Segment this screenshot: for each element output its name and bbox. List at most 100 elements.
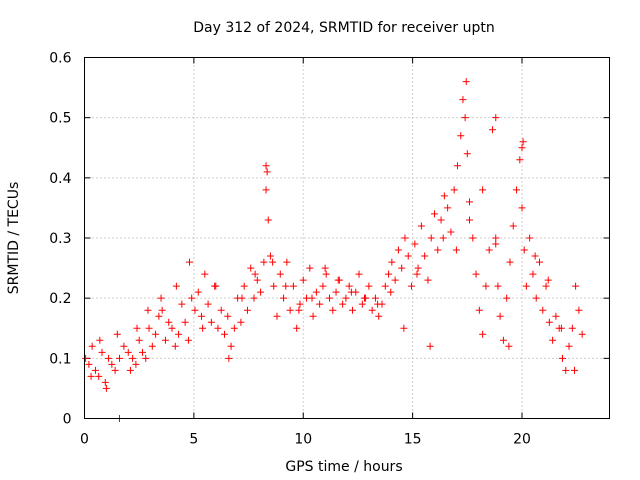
data-point bbox=[365, 282, 373, 290]
data-point bbox=[142, 354, 150, 362]
data-point bbox=[518, 204, 526, 212]
data-point bbox=[542, 282, 550, 290]
data-point bbox=[132, 360, 140, 368]
data-point bbox=[536, 258, 543, 266]
data-point bbox=[224, 312, 232, 320]
data-point bbox=[450, 186, 458, 194]
data-point bbox=[266, 252, 274, 260]
data-point bbox=[138, 348, 146, 356]
data-point bbox=[544, 276, 552, 284]
x-axis-label: GPS time / hours bbox=[285, 459, 402, 475]
x-tick-label: 5 bbox=[189, 432, 198, 448]
data-point bbox=[332, 288, 340, 296]
data-point bbox=[85, 360, 93, 368]
data-point bbox=[371, 294, 379, 302]
data-point bbox=[519, 138, 527, 146]
data-point bbox=[276, 270, 284, 278]
data-point bbox=[280, 294, 288, 302]
data-point bbox=[264, 216, 272, 224]
data-point bbox=[499, 336, 507, 344]
data-point bbox=[462, 78, 470, 86]
y-tick-label: 0.6 bbox=[49, 51, 71, 67]
data-point bbox=[124, 348, 132, 356]
data-point bbox=[322, 270, 330, 278]
data-point bbox=[571, 366, 578, 374]
x-tick-label: 15 bbox=[404, 432, 422, 448]
data-point bbox=[309, 312, 317, 320]
data-point bbox=[270, 282, 278, 290]
data-point bbox=[88, 342, 96, 350]
data-point bbox=[411, 240, 419, 248]
data-point bbox=[269, 258, 277, 266]
data-point bbox=[440, 192, 448, 200]
tick-layer: 0 5 10 15 20 0 0.1 0.2 0.3 0.4 0.5 0.6 bbox=[49, 51, 610, 448]
data-point bbox=[414, 264, 422, 272]
data-point bbox=[434, 246, 442, 254]
data-point bbox=[145, 324, 153, 332]
data-point bbox=[452, 246, 460, 254]
data-point bbox=[108, 360, 116, 368]
data-point bbox=[374, 300, 382, 308]
data-point bbox=[227, 342, 235, 350]
data-point bbox=[263, 168, 271, 176]
data-point bbox=[262, 162, 270, 170]
data-point bbox=[126, 366, 134, 374]
data-point bbox=[552, 312, 560, 320]
data-point bbox=[168, 324, 176, 332]
y-tick-label: 0 bbox=[63, 412, 72, 428]
data-point bbox=[316, 300, 324, 308]
data-point bbox=[319, 282, 327, 290]
data-point bbox=[417, 222, 425, 230]
data-point bbox=[178, 300, 186, 308]
data-point bbox=[401, 234, 409, 242]
data-point bbox=[466, 198, 473, 206]
data-point bbox=[282, 282, 290, 290]
y-tick-label: 0.5 bbox=[49, 111, 71, 127]
data-point bbox=[186, 258, 193, 266]
data-point bbox=[334, 276, 342, 284]
data-point bbox=[447, 228, 455, 236]
data-point bbox=[237, 318, 245, 326]
data-point bbox=[479, 330, 487, 338]
data-point bbox=[466, 216, 473, 224]
data-point bbox=[158, 306, 166, 314]
plot-frame bbox=[84, 57, 610, 419]
data-point bbox=[308, 294, 316, 302]
data-point bbox=[191, 306, 199, 314]
data-point bbox=[82, 354, 90, 362]
data-point bbox=[459, 96, 467, 104]
data-point bbox=[358, 300, 366, 308]
data-point bbox=[133, 324, 141, 332]
data-point bbox=[345, 282, 353, 290]
data-point bbox=[549, 336, 557, 344]
data-point bbox=[172, 282, 180, 290]
data-point bbox=[557, 324, 565, 332]
data-point bbox=[184, 336, 192, 344]
data-point bbox=[262, 186, 270, 194]
data-point bbox=[135, 336, 143, 344]
x-tick-label: 0 bbox=[80, 432, 89, 448]
data-point bbox=[400, 324, 408, 332]
data-point bbox=[575, 306, 583, 314]
data-point bbox=[516, 156, 524, 164]
data-point bbox=[342, 294, 350, 302]
data-point bbox=[503, 294, 511, 302]
data-point bbox=[532, 294, 540, 302]
data-point bbox=[494, 282, 502, 290]
data-point bbox=[198, 312, 206, 320]
data-point bbox=[157, 294, 165, 302]
data-point bbox=[155, 312, 163, 320]
data-point bbox=[273, 312, 281, 320]
data-point bbox=[312, 288, 320, 296]
data-point bbox=[518, 144, 526, 152]
data-point bbox=[545, 318, 553, 326]
data-point bbox=[214, 324, 222, 332]
data-point bbox=[461, 114, 469, 122]
data-point bbox=[87, 372, 95, 380]
data-point bbox=[522, 282, 530, 290]
data-point bbox=[102, 384, 110, 392]
data-point bbox=[381, 282, 389, 290]
data-point bbox=[283, 258, 291, 266]
data-point bbox=[230, 324, 238, 332]
